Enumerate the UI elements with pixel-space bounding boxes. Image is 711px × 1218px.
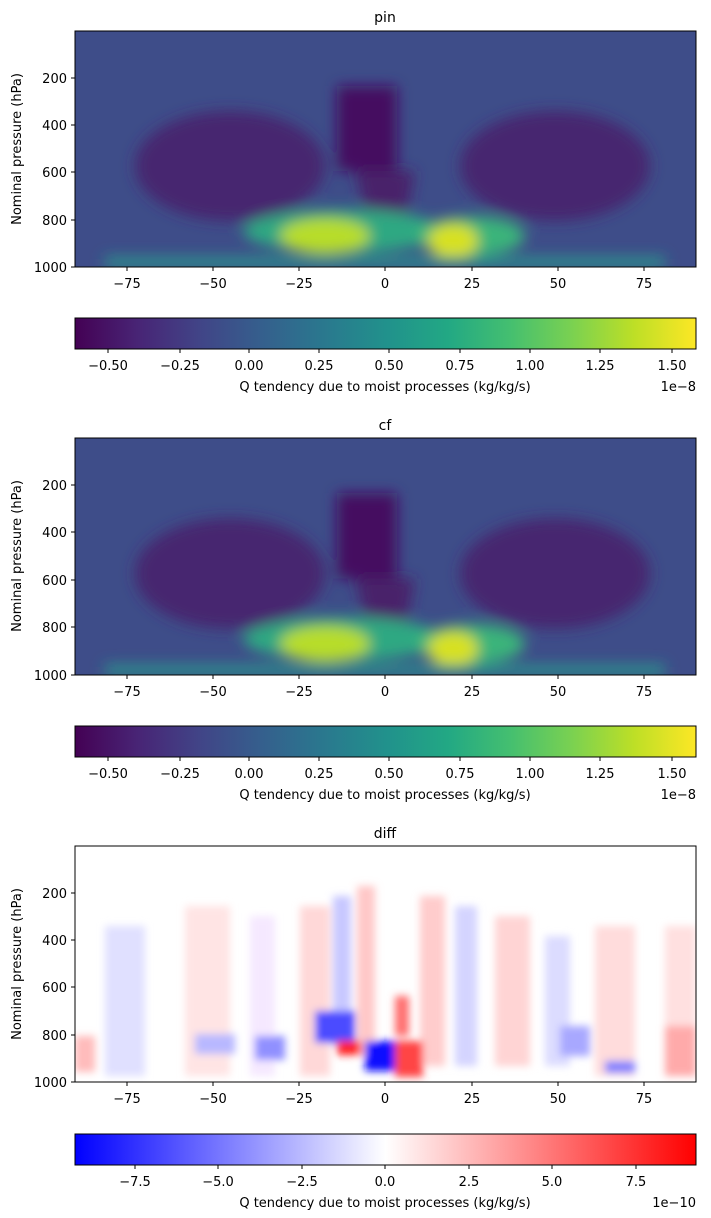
y-tick-label: 1000: [34, 669, 67, 684]
y-axis: 200 400 600 800 1000 Nominal pressure (h…: [10, 479, 75, 684]
colorbar-tick-label: 0.25: [305, 359, 334, 374]
colorbar-tick-label: 1.50: [658, 359, 687, 374]
colorbar-gradient: [74, 725, 697, 758]
colorbar-gradient: [74, 317, 697, 350]
x-tick-label: 25: [464, 277, 481, 292]
x-tick-label: 75: [636, 277, 653, 292]
y-tick-label: 800: [42, 1029, 67, 1044]
colorbar-tick-label: 5.0: [542, 1175, 563, 1190]
y-tick-label: 400: [42, 526, 67, 541]
x-tick-label: −75: [113, 277, 140, 292]
colorbar-tick-label: −5.0: [202, 1175, 234, 1190]
y-tick-label: 200: [42, 479, 67, 494]
colorbar-tick-label: −7.5: [119, 1175, 151, 1190]
colorbar-tick-label: 0.75: [446, 359, 475, 374]
colorbar-tick-label: 1.00: [516, 359, 545, 374]
y-tick-label: 600: [42, 574, 67, 589]
colorbar: −0.50 −0.25 0.00 0.25 0.50 0.75 1.00 1.2…: [74, 725, 697, 803]
colorbar-label: Q tendency due to moist processes (kg/kg…: [239, 788, 530, 803]
colorbar-tick-label: 0.50: [375, 767, 404, 782]
colorbar-tick-label: −2.5: [286, 1175, 318, 1190]
x-tick-label: −25: [285, 685, 312, 700]
heatmap-area: [75, 31, 696, 267]
y-tick-label: 200: [42, 72, 67, 87]
y-tick-label: 1000: [34, 261, 67, 276]
x-axis: −75 −50 −25 0 25 50 75: [113, 267, 652, 292]
y-tick-label: 1000: [34, 1076, 67, 1091]
colorbar-tick-label: 0.75: [446, 767, 475, 782]
x-tick-label: −25: [285, 1092, 312, 1107]
y-tick-label: 800: [42, 214, 67, 229]
colorbar-tick-label: 1.25: [586, 359, 615, 374]
x-tick-label: 75: [636, 685, 653, 700]
x-tick-label: 25: [464, 685, 481, 700]
y-tick-label: 200: [42, 887, 67, 902]
x-tick-label: −50: [199, 277, 226, 292]
colorbar-tick-label: 1.00: [516, 767, 545, 782]
y-axis: 200 400 600 800 1000 Nominal pressure (h…: [10, 887, 75, 1091]
colorbar-gradient: [74, 1133, 697, 1166]
y-axis-label: Nominal pressure (hPa): [10, 888, 25, 1040]
panel-diff: diff: [10, 826, 697, 1211]
heatmap-area: [75, 438, 696, 675]
y-tick-label: 600: [42, 981, 67, 996]
y-axis-label: Nominal pressure (hPa): [10, 73, 25, 225]
y-tick-label: 400: [42, 934, 67, 949]
y-tick-label: 800: [42, 621, 67, 636]
x-tick-label: 0: [381, 685, 389, 700]
x-tick-label: 75: [636, 1092, 653, 1107]
x-tick-label: 25: [464, 1092, 481, 1107]
colorbar-label: Q tendency due to moist processes (kg/kg…: [239, 1196, 530, 1211]
colorbar-tick-label: 1.25: [586, 767, 615, 782]
colorbar-tick-label: −0.25: [160, 359, 200, 374]
panel-cf: cf 200 400 600 800 1000: [10, 418, 697, 803]
colorbar-tick-label: 0.50: [375, 359, 404, 374]
x-tick-label: 0: [381, 1092, 389, 1107]
colorbar-offset: 1e−8: [661, 380, 696, 395]
y-axis: 200 400 600 800 1000 Nominal pressure (h…: [10, 72, 75, 276]
panel-title: pin: [374, 10, 396, 26]
x-tick-label: 0: [381, 277, 389, 292]
panel-title: cf: [379, 418, 393, 434]
colorbar-tick-label: 2.5: [459, 1175, 480, 1190]
x-axis: −75 −50 −25 0 25 50 75: [113, 1082, 652, 1107]
colorbar-tick-label: −0.50: [88, 767, 128, 782]
x-tick-label: 50: [550, 1092, 567, 1107]
x-tick-label: 50: [550, 277, 567, 292]
x-tick-label: −75: [113, 1092, 140, 1107]
panel-title: diff: [374, 826, 397, 842]
colorbar-tick-label: 0.25: [305, 767, 334, 782]
colorbar-tick-label: −0.50: [88, 359, 128, 374]
y-tick-label: 600: [42, 166, 67, 181]
colorbar-tick-label: 0.00: [235, 359, 264, 374]
colorbar-label: Q tendency due to moist processes (kg/kg…: [239, 380, 530, 395]
colorbar-tick-label: −0.25: [160, 767, 200, 782]
x-tick-label: 50: [550, 685, 567, 700]
x-tick-label: −25: [285, 277, 312, 292]
x-tick-label: −50: [199, 1092, 226, 1107]
colorbar-tick-label: 1.50: [658, 767, 687, 782]
x-tick-label: −50: [199, 685, 226, 700]
panel-pin: pin 200 400 600 800 1000: [10, 10, 697, 395]
colorbar-offset: 1e−10: [652, 1196, 696, 1211]
colorbar-tick-label: 7.5: [626, 1175, 647, 1190]
heatmap-area: [75, 846, 696, 1082]
y-tick-label: 400: [42, 119, 67, 134]
colorbar: −0.50 −0.25 0.00 0.25 0.50 0.75 1.00 1.2…: [74, 317, 697, 395]
x-tick-label: −75: [113, 685, 140, 700]
x-axis: −75 −50 −25 0 25 50 75: [113, 675, 652, 700]
colorbar-offset: 1e−8: [661, 788, 696, 803]
colorbar-tick-label: 0.00: [235, 767, 264, 782]
colorbar: −7.5 −5.0 −2.5 0.0 2.5 5.0 7.5 Q tendenc…: [74, 1133, 697, 1211]
colorbar-tick-label: 0.0: [375, 1175, 396, 1190]
y-axis-label: Nominal pressure (hPa): [10, 480, 25, 632]
